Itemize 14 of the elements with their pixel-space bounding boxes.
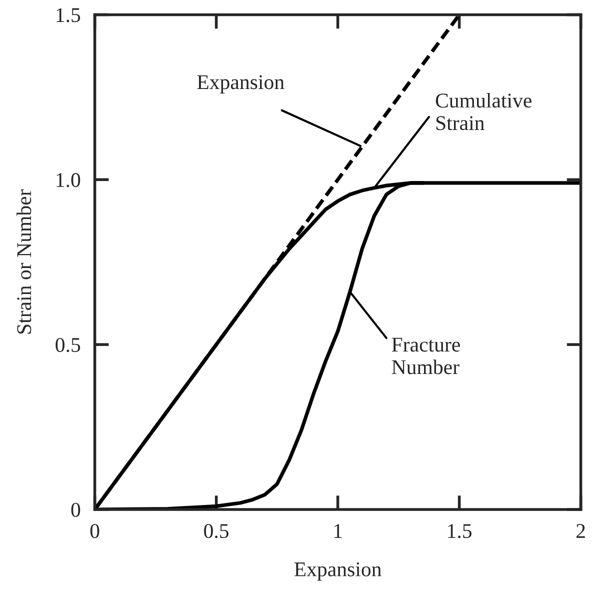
annotation: Fracture Number — [392, 338, 460, 374]
y-tick-label: 0.5 — [56, 338, 80, 352]
x-tick-label: 0 — [90, 524, 100, 538]
x-tick-label: 0.5 — [204, 524, 229, 538]
y-axis-title: Strain or Number — [16, 189, 32, 334]
y-tick-label: 1.5 — [56, 8, 80, 22]
y-tick-label: 1.0 — [56, 173, 80, 188]
x-tick-label: 1 — [334, 524, 342, 538]
x-tick-label: 1.5 — [448, 524, 472, 538]
annotation: Expansion — [197, 75, 284, 94]
annotation: Cumulative Strain — [436, 92, 532, 130]
x-tick-label: 2 — [576, 524, 585, 538]
y-tick-label: 0 — [71, 502, 80, 517]
x-axis-title: Expansion — [294, 562, 382, 581]
